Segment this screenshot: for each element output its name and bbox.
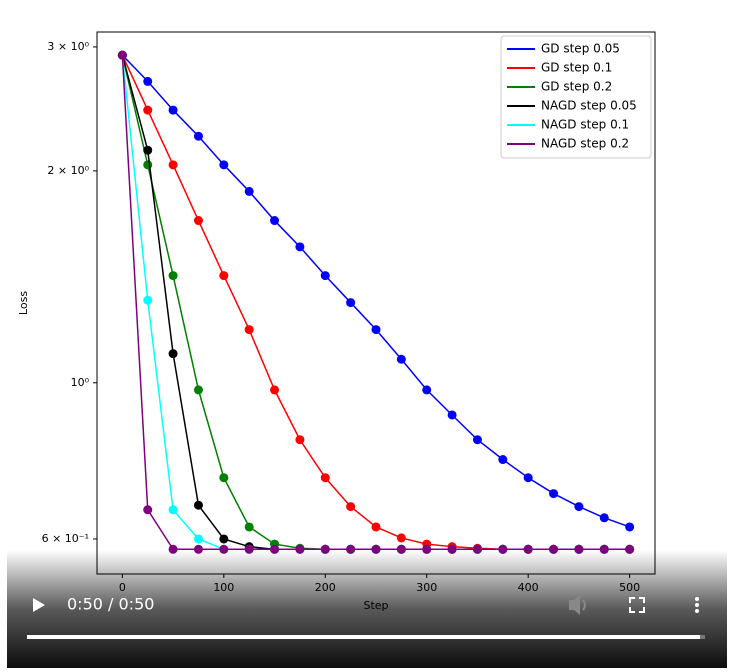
data-point [447,410,457,420]
data-point [346,298,356,308]
data-point [143,160,153,170]
data-point [549,489,559,499]
data-point [523,473,533,483]
data-point [244,186,254,196]
data-point [143,145,153,155]
data-point [168,349,178,359]
menu-button[interactable] [695,597,699,613]
data-point [117,50,127,60]
data-point [143,105,153,115]
data-point [472,435,482,445]
data-point [270,216,280,226]
y-tick-label: 3 × 10⁰ [47,40,89,53]
data-point [168,505,178,515]
data-point [193,534,203,544]
data-point [396,354,406,364]
legend-label: GD step 0.2 [541,80,612,94]
y-tick-label: 10⁰ [71,376,90,389]
legend-label: NAGD step 0.05 [541,99,637,113]
player-controls: 0:50 / 0:50 [7,550,727,668]
y-axis-label: Loss [17,291,30,315]
data-point [422,385,432,395]
data-point [168,105,178,115]
legend-label: GD step 0.05 [541,42,620,56]
data-point [143,76,153,86]
data-point [143,505,153,515]
data-point [498,455,508,465]
data-point [371,325,381,335]
data-point [193,500,203,510]
controls-shade [7,550,727,668]
data-point [168,271,178,281]
y-tick-label: 2 × 10⁰ [47,164,89,177]
fullscreen-button[interactable] [629,597,645,613]
data-point [143,295,153,305]
legend-label: NAGD step 0.1 [541,118,629,132]
data-point [244,325,254,335]
legend-label: NAGD step 0.2 [541,137,629,151]
data-point [193,385,203,395]
data-point [295,435,305,445]
data-point [396,533,406,543]
legend-box [500,35,652,159]
data-point [320,271,330,281]
data-point [320,473,330,483]
data-point [270,385,280,395]
data-point [371,522,381,532]
data-point [193,216,203,226]
data-point [244,522,254,532]
data-point [168,160,178,170]
data-point [574,502,584,512]
data-point [219,534,229,544]
time-display: 0:50 / 0:50 [67,595,154,614]
y-tick-label: 6 × 10⁻¹ [42,532,89,545]
data-point [219,473,229,483]
volume-button[interactable] [569,595,586,615]
legend-label: GD step 0.1 [541,61,612,75]
data-point [219,271,229,281]
data-point [219,160,229,170]
progress-fill [27,635,700,639]
data-point [599,513,609,523]
data-point [346,502,356,512]
data-point [295,242,305,252]
data-point [193,131,203,141]
play-button[interactable] [33,598,45,612]
data-point [625,522,635,532]
